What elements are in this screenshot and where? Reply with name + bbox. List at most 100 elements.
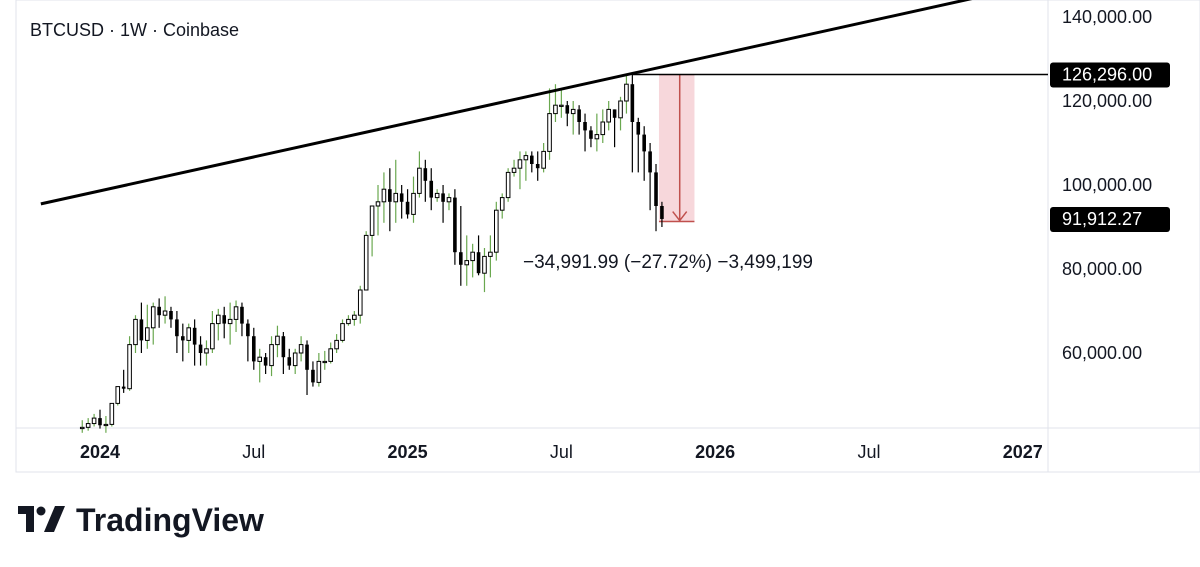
candle-body-down (476, 252, 481, 274)
measurement-box (658, 74, 695, 222)
candle-body-up (494, 209, 499, 253)
candle-body-up (85, 423, 91, 428)
candle-body-up (115, 386, 121, 404)
candle-body-down (612, 109, 617, 118)
candle-body-up (357, 289, 363, 316)
candle-body-down (577, 109, 581, 122)
candle-body-down (305, 344, 309, 370)
candle-body-down (251, 336, 256, 362)
candle-body-up (570, 108, 576, 115)
candle-body-up (204, 348, 209, 354)
candle-body-down (399, 193, 404, 202)
candle-body-up (334, 339, 339, 350)
candle-body-up (346, 318, 351, 325)
candles-layer (79, 74, 664, 433)
price-tick-label: 120,000.00 (1062, 91, 1152, 111)
candle-body-down (246, 323, 250, 337)
price-axis: 140,000.00 120,000.00 100,000.00 80,000.00 6… (1050, 7, 1170, 363)
candle-body-up (517, 159, 523, 169)
candle-body-down (423, 168, 428, 181)
trendline[interactable] (40, 0, 1047, 206)
candle-body-up (559, 104, 564, 107)
candle-body-up (375, 201, 381, 207)
symbol-label: BTCUSD · 1W · Coinbase (30, 20, 239, 40)
candle-body-up (352, 314, 357, 320)
price-tick-label: 100,000.00 (1062, 175, 1152, 195)
candle-body-down (192, 327, 197, 345)
candle-body-up (482, 255, 487, 274)
candle-body-down (459, 252, 463, 265)
candle-body-up (233, 306, 239, 320)
candle-body-up (411, 192, 416, 215)
candle-body-up (381, 188, 387, 203)
candle-body-down (654, 172, 658, 206)
candle-body-up (600, 121, 606, 136)
time-axis: 2024 Jul 2025 Jul 2026 Jul 2027 (80, 442, 1043, 462)
candle-body-up (109, 402, 115, 425)
candle-body-up (541, 150, 546, 169)
candle-body-down (263, 357, 268, 366)
candle-body-up (488, 251, 493, 257)
measurement-arrow-head (672, 211, 688, 222)
candle-body-up (316, 360, 322, 383)
candle-body-up (227, 318, 233, 325)
time-tick-label: 2026 (695, 442, 735, 462)
candle-body-up (464, 260, 470, 266)
measurement-layer (658, 73, 695, 223)
candle-body-down (660, 206, 664, 219)
candle-body-up (133, 318, 138, 346)
measurement-label: −34,991.99 (−27.72%) −3,499,199 (523, 252, 813, 273)
candle-body-down (311, 369, 315, 383)
candle-body-up (446, 197, 452, 203)
candle-body-down (405, 201, 410, 215)
time-tick-label: Jul (550, 442, 573, 462)
candle-body-up (624, 83, 629, 102)
candle-body-up (499, 197, 505, 211)
time-tick-label: Jul (857, 442, 880, 462)
price-badge-label: 126,296.00 (1062, 65, 1152, 85)
candle-body-up (127, 344, 132, 390)
candle-body-up (322, 360, 328, 364)
candle-body-up (340, 323, 345, 341)
candle-body-down (287, 357, 292, 366)
time-tick-label: 2024 (80, 442, 120, 462)
candle-body-up (553, 104, 558, 115)
candle-body-up (186, 327, 192, 341)
candle-body-up (91, 417, 97, 425)
candle-body-up (328, 348, 333, 362)
candle-body-up (257, 356, 263, 362)
candle-body-down (589, 130, 593, 139)
candle-body-down (240, 306, 244, 324)
candle-body-up (369, 205, 375, 236)
candle-body-down (529, 155, 534, 164)
drawing-lines-layer (40, 0, 1048, 206)
candle-body-up (162, 310, 168, 316)
candle-body-down (630, 84, 635, 122)
candle-body-up (434, 192, 440, 199)
candle-body-down (98, 418, 102, 426)
candle-body-down (157, 306, 161, 316)
time-tick-label: Jul (242, 442, 265, 462)
candle-body-down (175, 319, 179, 337)
candle-body-down (636, 122, 641, 135)
candle-body-down (441, 193, 445, 202)
candle-body-down (281, 336, 286, 358)
candle-body-up (523, 155, 529, 161)
candle-body-down (198, 344, 203, 353)
candle-body-up (547, 113, 552, 152)
candle-body-up (417, 167, 422, 194)
candle-body-down (648, 151, 652, 173)
tradingview-logo-icon (18, 506, 65, 532)
tradingview-wordmark: TradingView (76, 502, 264, 538)
candle-body-up (269, 344, 274, 367)
price-tick-label: 80,000.00 (1062, 259, 1142, 279)
time-tick-label: 2027 (1003, 442, 1043, 462)
price-tick-label: 140,000.00 (1062, 7, 1152, 27)
candle-body-down (181, 336, 185, 341)
price-badge-label: 91,912.27 (1062, 209, 1142, 229)
candle-body-up (606, 108, 611, 123)
candle-body-up (511, 167, 517, 173)
candle-body-up (292, 352, 298, 367)
candle-body-up (393, 192, 399, 203)
